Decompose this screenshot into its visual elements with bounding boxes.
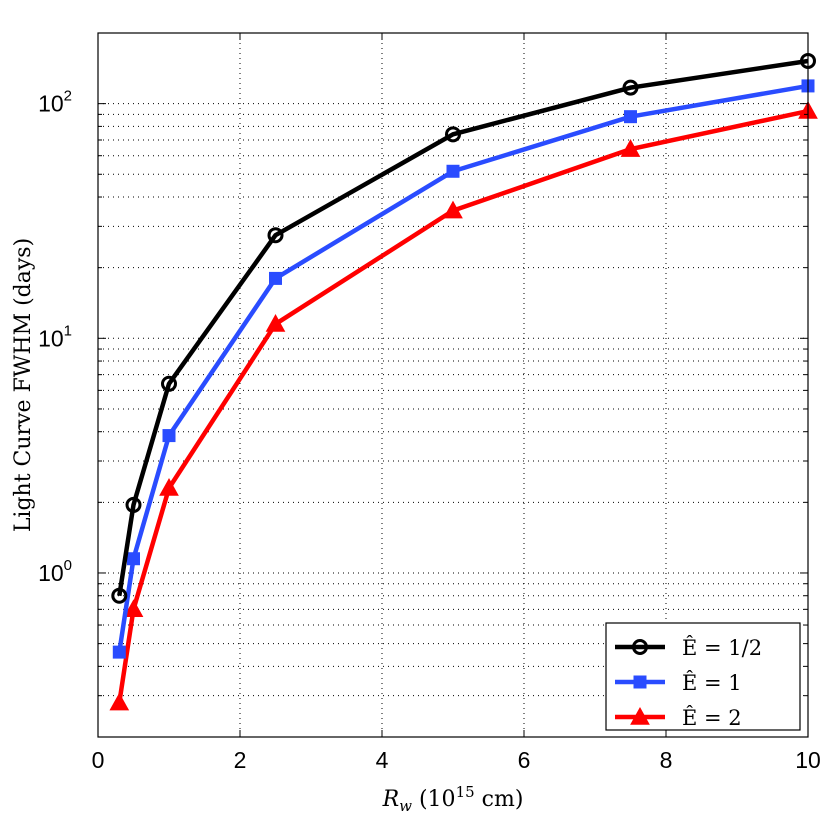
- legend-marker: [633, 675, 647, 689]
- data-point: [267, 227, 284, 244]
- data-point: [109, 692, 130, 711]
- data-point: [265, 314, 286, 332]
- data-point: [443, 200, 463, 219]
- y-tick-label: 100: [38, 557, 72, 586]
- data-point: [162, 429, 176, 443]
- series-layer: [109, 52, 818, 711]
- x-axis-label: Rw (1015 cm): [382, 783, 524, 815]
- data-point: [127, 552, 140, 566]
- data-point: [620, 139, 641, 157]
- data-point: [445, 126, 461, 143]
- legend-label: Ê = 1/2: [682, 636, 762, 660]
- data-point: [161, 375, 177, 392]
- x-tick-label: 10: [795, 747, 821, 773]
- y-axis-label: Light Curve FWHM (days): [11, 238, 36, 532]
- data-point: [159, 478, 179, 496]
- series-line: [117, 58, 809, 597]
- data-point: [622, 79, 639, 96]
- legend-label: Ê = 1: [682, 671, 742, 695]
- x-tick-label: 4: [376, 747, 389, 773]
- data-point: [112, 645, 126, 659]
- data-point: [123, 599, 144, 618]
- plot-frame: [97, 32, 809, 738]
- y-tick-label: 102: [38, 88, 72, 117]
- x-tick-label: 6: [518, 747, 531, 773]
- legend-label: Ê = 2: [682, 706, 742, 730]
- x-tick-label: 2: [234, 747, 247, 773]
- ticks: 0 2 4 6 8 10 100 101 102: [38, 32, 821, 773]
- x-tick-label: 0: [92, 747, 105, 773]
- y-tick-label: 101: [38, 322, 72, 351]
- plot-area: [98, 33, 808, 737]
- data-point: [125, 496, 142, 513]
- x-tick-label: 8: [660, 747, 673, 773]
- legend: Ê = 1/2 Ê = 1 Ê = 2: [605, 622, 801, 731]
- data-point: [269, 271, 282, 285]
- legend-marker: [632, 639, 648, 655]
- data-point: [111, 587, 128, 604]
- data-point: [446, 164, 460, 178]
- data-point: [624, 110, 637, 124]
- legend-marker: [630, 706, 650, 725]
